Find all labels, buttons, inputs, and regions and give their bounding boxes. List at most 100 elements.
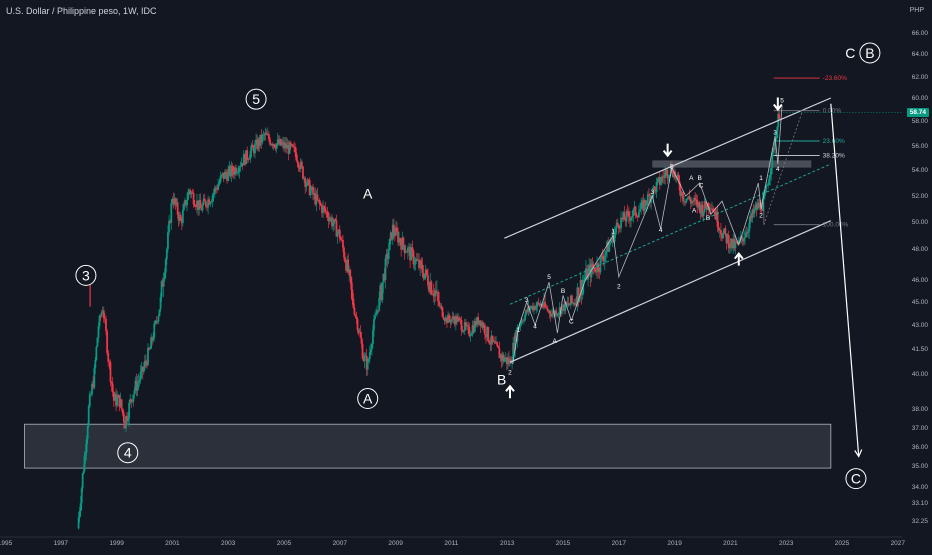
candle-down — [617, 224, 620, 229]
candle-up — [506, 358, 509, 365]
candle-up — [606, 241, 608, 251]
candle-down — [491, 335, 494, 342]
candle-down — [216, 188, 218, 190]
candle-up — [245, 150, 247, 165]
candle-down — [185, 200, 187, 206]
candle-up — [184, 200, 186, 205]
x-tick-label: 2001 — [165, 540, 180, 547]
candle-up — [424, 269, 427, 275]
candle-up — [202, 198, 205, 205]
candle-up — [404, 251, 407, 253]
candle-up — [186, 199, 188, 206]
candle-down — [345, 261, 347, 271]
candle-down — [377, 310, 380, 312]
candle-up — [230, 165, 233, 176]
candle-up — [744, 237, 746, 239]
candle-up — [378, 298, 381, 311]
candle-down — [321, 205, 323, 213]
candle-down — [342, 239, 344, 248]
candle-up — [387, 250, 390, 260]
candle-up — [609, 242, 612, 244]
candle-up — [747, 231, 750, 233]
candle-down — [122, 413, 125, 423]
candle-up — [150, 337, 153, 349]
candle-up — [181, 210, 184, 224]
y-tick-label: 52.00 — [912, 193, 929, 200]
candle-up — [96, 337, 99, 347]
candle-up — [119, 399, 122, 407]
candle-down — [287, 145, 290, 154]
candle-down — [437, 291, 439, 302]
candle-up — [78, 511, 81, 518]
candle-up — [529, 307, 532, 310]
candle-up — [389, 232, 392, 239]
candle-up — [754, 204, 757, 209]
candle-up — [152, 337, 155, 341]
candle-down — [194, 206, 197, 208]
candle-up — [523, 320, 525, 322]
candle-down — [666, 169, 669, 179]
candle-down — [716, 211, 719, 227]
candle-down — [721, 234, 723, 239]
candle-down — [567, 303, 570, 305]
fib-level-label: 38.20% — [823, 153, 845, 160]
candle-up — [207, 199, 210, 208]
candle-up — [94, 359, 97, 369]
candle-down — [200, 207, 203, 211]
candle-up — [444, 317, 447, 321]
candle-up — [157, 316, 160, 322]
candle-up — [375, 313, 377, 316]
candle-up — [539, 304, 542, 306]
sub-wave-label: 4 — [776, 166, 780, 173]
candle-down — [634, 206, 637, 216]
candle-up — [599, 257, 602, 273]
candle-up — [451, 316, 454, 320]
candle-down — [403, 245, 406, 253]
candle-down — [356, 319, 359, 330]
x-tick-label: 2007 — [333, 540, 348, 547]
candle-down — [542, 306, 544, 308]
candle-up — [139, 371, 142, 380]
candle-up — [457, 317, 459, 322]
x-tick-label: 2015 — [556, 540, 571, 547]
candle-down — [653, 186, 656, 188]
candle-down — [361, 343, 364, 359]
candle-down — [105, 319, 107, 332]
candle-down — [141, 366, 144, 372]
y-tick-label: 35.00 — [912, 463, 929, 470]
candle-down — [331, 217, 333, 227]
candle-up — [495, 342, 497, 344]
sub-wave-label: 4 — [659, 227, 663, 234]
candle-down — [316, 194, 319, 200]
candle-up — [249, 151, 252, 159]
candle-down — [425, 269, 428, 276]
candle-up — [90, 394, 92, 396]
candle-down — [179, 215, 182, 221]
sub-wave-label: 1 — [611, 228, 615, 235]
candle-up — [668, 174, 671, 178]
candle-up — [622, 212, 625, 220]
candle-up — [718, 230, 721, 231]
candle-down — [472, 325, 475, 332]
candle-down — [483, 324, 486, 335]
candle-up — [346, 259, 349, 271]
candle-down — [577, 287, 580, 303]
candle-down — [121, 408, 124, 414]
candle-up — [608, 243, 611, 252]
candle-up — [708, 208, 711, 210]
candle-down — [107, 352, 110, 362]
candle-up — [614, 228, 617, 233]
candle-up — [683, 201, 685, 202]
x-tick-label: 2017 — [612, 540, 627, 547]
candle-up — [486, 327, 489, 338]
candle-down — [110, 381, 113, 384]
candle-up — [219, 176, 222, 183]
candle-down — [355, 316, 358, 320]
y-tick-label: 54.00 — [912, 167, 929, 174]
candle-up — [86, 426, 89, 440]
candle-down — [343, 247, 345, 258]
candle-up — [213, 187, 216, 193]
candle-down — [285, 143, 288, 149]
